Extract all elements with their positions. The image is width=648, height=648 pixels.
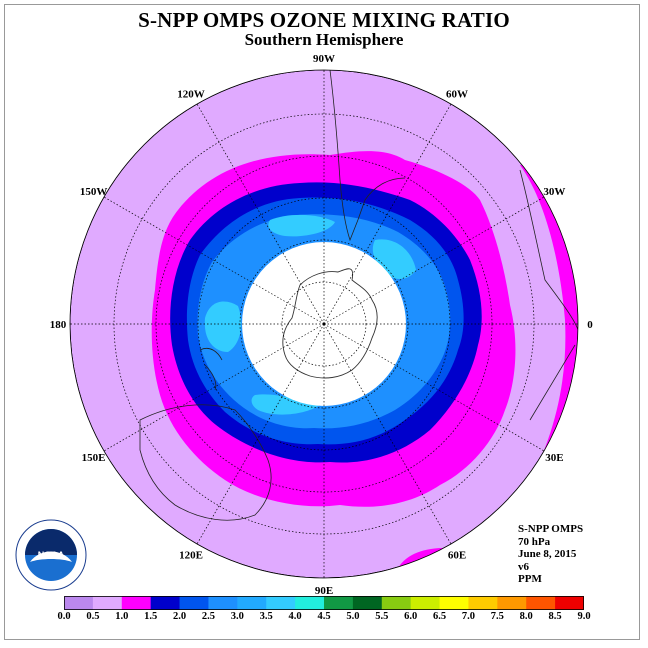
colorbar-tick-label: 2.0 [172, 611, 187, 622]
noaa-logo-text: NOAA [38, 550, 65, 560]
longitude-label: 90W [313, 53, 335, 65]
info-units: PPM [518, 573, 542, 585]
info-version: v6 [518, 560, 529, 573]
colorbar-swatch [64, 596, 94, 610]
africa-coastline [519, 169, 578, 421]
colorbar-swatch [266, 596, 296, 610]
longitude-labels: 90W 60W 30W 0 30E 60E 90E 120E 150E 180 150W 120W [50, 53, 594, 597]
colorbar-tick-label: 5.5 [375, 611, 389, 622]
noaa-logo: NOAA [15, 519, 87, 591]
longitude-label: 150W [80, 186, 108, 198]
map-subtitle: Southern Hemisphere [244, 30, 404, 49]
info-block: S-NPP OMPS 70 hPa June 8, 2015 v6 PPM [518, 523, 583, 586]
colorbar-swatch [179, 596, 209, 610]
longitude-label: 60E [448, 549, 466, 561]
colorbar-tick-label: 7.0 [461, 611, 475, 622]
colorbar-tick-label: 3.0 [230, 611, 244, 622]
colorbar-tick-label: 6.5 [432, 611, 447, 622]
longitude-label: 60W [446, 89, 468, 101]
colorbar-swatch [526, 596, 556, 610]
colorbar-tick-label: 7.5 [490, 611, 504, 622]
antarctica-coastline [282, 268, 378, 379]
colorbar-swatch [150, 596, 181, 610]
colorbar-swatch [352, 596, 383, 610]
colorbar-tick-label: 0.0 [57, 611, 71, 622]
colorbar-swatch [295, 596, 325, 610]
colorbar-swatch [497, 596, 527, 610]
colorbar-swatch [237, 596, 267, 610]
ozone-band-3.0-north [268, 214, 335, 237]
colorbar-tick-label: 1.0 [115, 611, 129, 622]
colorbar-tick-label: 3.5 [259, 611, 273, 622]
colorbar-tick-label: 0.5 [86, 611, 100, 622]
colorbar-swatch [208, 596, 238, 610]
colorbar-swatch [468, 596, 498, 610]
australia-coastline [139, 404, 272, 521]
longitude-label: 90E [315, 585, 333, 597]
colorbar-ticks: 0.0 0.5 1.0 1.5 2.0 2.5 3.0 3.5 4.0 4.5 5.0 5.5 6.0 6… [0, 611, 648, 627]
longitude-label: 120W [177, 89, 205, 101]
info-pressure: 70 hPa [518, 535, 551, 548]
colorbar-swatch [324, 596, 354, 610]
south-america-coastline [329, 70, 406, 242]
colorbar-tick-label: 4.5 [317, 611, 331, 622]
info-instrument: S-NPP OMPS [518, 523, 584, 535]
colorbar-tick-label: 1.5 [144, 611, 158, 622]
colorbar-swatch [555, 596, 584, 610]
map-title: S-NPP OMPS OZONE MIXING RATIO [138, 8, 510, 32]
longitude-label: 180 [50, 319, 67, 331]
graticule [70, 70, 578, 578]
longitude-label: 150E [82, 452, 106, 464]
map-border [69, 69, 579, 579]
colorbar-swatch [410, 596, 441, 610]
ozone-band-3.0-west [204, 301, 242, 352]
longitude-label: 30E [545, 452, 563, 464]
colorbar-swatch [121, 596, 152, 610]
colorbar-tick-label: 5.0 [346, 611, 360, 622]
colorbar-tick-label: 4.0 [288, 611, 302, 622]
info-date: June 8, 2015 [518, 548, 577, 560]
longitude-label: 30W [543, 186, 565, 198]
colorbar-tick-label: 8.5 [548, 611, 562, 622]
longitude-label: 120E [179, 549, 203, 561]
colorbar-tick-label: 2.5 [201, 611, 215, 622]
colorbar-swatch [92, 596, 123, 610]
colorbar [64, 596, 584, 610]
colorbar-tick-label: 9.0 [577, 611, 591, 622]
colorbar-tick-label: 6.0 [404, 611, 418, 622]
ozone-band-3.0-south [251, 394, 320, 415]
colorbar-tick-label: 8.0 [519, 611, 533, 622]
figure-frame [4, 4, 640, 640]
colorbar-swatch [381, 596, 412, 610]
south-pole-marker [322, 322, 326, 326]
colorbar-swatch [439, 596, 469, 610]
longitude-label: 0 [587, 319, 593, 331]
new-zealand-coastline [199, 347, 223, 391]
